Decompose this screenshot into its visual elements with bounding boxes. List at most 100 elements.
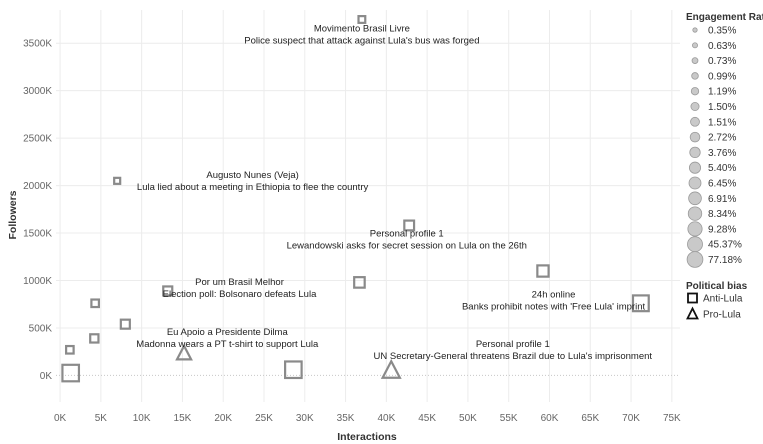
anti-lula-point[interactable] [113, 176, 122, 185]
pro-lula-point[interactable] [380, 358, 402, 379]
y-tick-label: 3000K [23, 86, 52, 97]
annotation-source: Por um Brasil Melhor [195, 277, 284, 288]
anti-lula-point[interactable] [89, 333, 100, 344]
engagement-legend-label: 9.28% [708, 224, 736, 235]
engagement-legend-label: 0.99% [708, 71, 736, 82]
pro-lula-point[interactable] [175, 343, 193, 361]
anti-lula-point[interactable] [284, 360, 303, 380]
engagement-legend-label: 5.40% [708, 163, 736, 174]
legend: Engagement Rate 0.35% 0.63% 0.73% 0.99% 1.19… [686, 12, 763, 321]
y-tick-label: 1000K [23, 276, 52, 287]
y-axis-ticks: 0K 500K 1000K 1500K 2000K 2500K 3000K 3500K [23, 39, 52, 382]
bias-legend-title: Political bias [686, 281, 748, 292]
y-tick-label: 2000K [23, 181, 52, 192]
engagement-legend-label: 77.18% [708, 255, 742, 266]
pro-lula-legend-marker [686, 306, 699, 320]
x-axis-ticks: 0K 5K 10K 15K 20K 25K 30K 35K 40K 45K 50K 55K 60K 65K… [54, 413, 681, 424]
x-tick-label: 75K [663, 413, 681, 424]
y-tick-label: 0K [40, 371, 53, 382]
engagement-legend-items: 0.35% 0.63% 0.73% 0.99% 1.19% 1.50% 1.51% 2.72%… [686, 26, 742, 268]
anti-lula-point[interactable] [631, 294, 650, 313]
x-tick-label: 35K [337, 413, 355, 424]
y-axis-title: Followers [7, 190, 19, 239]
x-tick-label: 70K [622, 413, 640, 424]
grid-lines [56, 10, 680, 402]
anti-lula-point[interactable] [403, 219, 416, 232]
annotation-source: Augusto Nunes (Veja) [206, 170, 298, 181]
annotation-source: Personal profile 1 [370, 229, 444, 240]
annotation-headline: UN Secretary-General threatens Brazil du… [374, 351, 653, 362]
x-tick-label: 5K [95, 413, 108, 424]
y-tick-label: 2500K [23, 134, 52, 145]
engagement-legend-marker [687, 236, 703, 253]
x-tick-label: 25K [255, 413, 273, 424]
anti-lula-legend-marker [687, 292, 698, 304]
engagement-legend-marker [692, 42, 698, 49]
anti-lula-point[interactable] [353, 276, 366, 289]
engagement-legend-marker [688, 191, 702, 206]
engagement-legend-label: 1.51% [708, 117, 736, 128]
annotation-headline: Police suspect that attack against Lula'… [244, 36, 479, 47]
engagement-legend-label: 45.37% [708, 240, 742, 251]
anti-lula-point[interactable] [357, 15, 367, 24]
x-axis-title: Interactions [337, 431, 397, 443]
x-tick-label: 50K [459, 413, 477, 424]
bias-legend-label: Pro-Lula [703, 310, 741, 321]
engagement-legend-label: 0.63% [708, 41, 736, 52]
engagement-legend-label: 6.45% [708, 179, 736, 190]
x-tick-label: 60K [541, 413, 559, 424]
annotation-source: 24h online [532, 289, 576, 300]
annotation-headline: Madonna wears a PT t-shirt to support Lu… [136, 339, 319, 350]
anti-lula-point[interactable] [536, 264, 550, 278]
engagement-legend-label: 0.73% [708, 56, 736, 67]
y-tick-label: 3500K [23, 39, 52, 50]
engagement-legend-label: 3.76% [708, 148, 736, 159]
engagement-legend-marker [689, 131, 701, 143]
engagement-legend-title: Engagement Rate [686, 12, 763, 23]
x-tick-label: 45K [418, 413, 436, 424]
engagement-legend-marker [690, 116, 700, 127]
bias-legend-items: Anti-Lula Pro-Lula [686, 292, 743, 321]
data-points [61, 15, 650, 383]
engagement-legend-label: 0.35% [708, 26, 736, 37]
engagement-legend-marker [688, 176, 702, 190]
engagement-legend-label: 2.72% [708, 133, 736, 144]
engagement-legend-label: 8.34% [708, 209, 736, 220]
x-tick-label: 40K [377, 413, 395, 424]
anti-lula-point[interactable] [162, 285, 174, 297]
y-tick-label: 500K [29, 323, 53, 334]
annotation-source: Personal profile 1 [476, 339, 550, 350]
engagement-legend-marker [687, 206, 703, 221]
annotation-headline: Lewandowski asks for secret session on L… [287, 241, 527, 252]
annotation-source: Eu Apoio a Presidente Dilma [167, 327, 289, 338]
anti-lula-point[interactable] [65, 344, 75, 355]
annotation-headline: Lula lied about a meeting in Ethiopia to… [137, 182, 369, 193]
anti-lula-point[interactable] [90, 298, 101, 309]
engagement-legend-marker [690, 102, 700, 112]
engagement-legend-label: 1.50% [708, 102, 736, 113]
x-tick-label: 10K [133, 413, 151, 424]
anti-lula-point[interactable] [61, 363, 81, 383]
x-tick-label: 15K [174, 413, 192, 424]
engagement-legend-marker [691, 57, 699, 64]
engagement-legend-marker [687, 221, 703, 237]
engagement-legend-marker [691, 72, 699, 80]
y-tick-label: 1500K [23, 229, 52, 240]
annotation-headline: Banks prohibit notes with 'Free Lula' im… [462, 301, 646, 312]
engagement-legend-marker [692, 27, 698, 33]
x-tick-label: 55K [500, 413, 518, 424]
engagement-legend-marker [688, 161, 702, 174]
annotation-source: Movimento Brasil Livre [314, 24, 410, 35]
x-tick-label: 0K [54, 413, 67, 424]
engagement-legend-marker [686, 251, 704, 268]
x-tick-label: 65K [581, 413, 599, 424]
engagement-legend-marker [690, 87, 700, 96]
annotation-headline: Election poll: Bolsonaro defeats Lula [163, 289, 317, 300]
x-tick-label: 20K [214, 413, 232, 424]
anti-lula-point[interactable] [119, 318, 131, 330]
x-tick-label: 30K [296, 413, 314, 424]
bias-legend-label: Anti-Lula [703, 294, 743, 305]
engagement-legend-label: 6.91% [708, 194, 736, 205]
